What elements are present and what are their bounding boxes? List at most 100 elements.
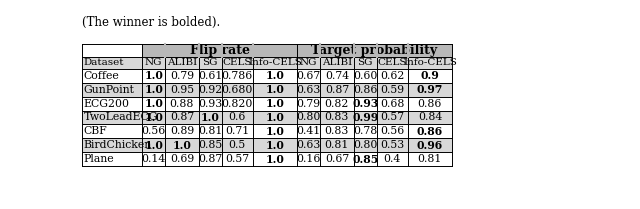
Text: ECG200: ECG200 xyxy=(84,99,130,109)
Text: 1.0: 1.0 xyxy=(144,140,163,151)
Text: 0.78: 0.78 xyxy=(353,126,378,136)
Text: 1.0: 1.0 xyxy=(144,84,163,95)
Text: SG: SG xyxy=(358,58,373,67)
Text: 1.0: 1.0 xyxy=(266,140,284,151)
Text: 1.0: 1.0 xyxy=(266,112,284,123)
Text: 0.83: 0.83 xyxy=(324,126,349,136)
Text: 0.87: 0.87 xyxy=(170,112,194,122)
Text: 0.60: 0.60 xyxy=(353,71,378,81)
Bar xyxy=(81,43,142,57)
Text: TwoLeadECG: TwoLeadECG xyxy=(84,112,158,122)
Text: GunPoint: GunPoint xyxy=(84,85,135,95)
Text: 1.0: 1.0 xyxy=(144,70,163,81)
Text: 0.69: 0.69 xyxy=(170,154,194,164)
Text: Info-CELS: Info-CELS xyxy=(403,58,457,67)
Text: 1.0: 1.0 xyxy=(144,98,163,109)
Text: 1.0: 1.0 xyxy=(266,126,284,137)
Text: 0.71: 0.71 xyxy=(225,126,250,136)
Bar xyxy=(81,124,452,138)
Text: 0.57: 0.57 xyxy=(225,154,250,164)
Text: 0.95: 0.95 xyxy=(170,85,194,95)
Text: CELS: CELS xyxy=(223,58,252,67)
Bar xyxy=(81,83,452,97)
Text: 0.89: 0.89 xyxy=(170,126,194,136)
Text: Info-CELS: Info-CELS xyxy=(248,58,302,67)
Text: CELS: CELS xyxy=(378,58,407,67)
Text: 0.93: 0.93 xyxy=(198,99,222,109)
Bar xyxy=(81,97,452,111)
Text: 0.82: 0.82 xyxy=(324,99,349,109)
Text: 0.92: 0.92 xyxy=(198,85,222,95)
Text: 0.79: 0.79 xyxy=(296,99,321,109)
Text: 0.87: 0.87 xyxy=(324,85,349,95)
Bar xyxy=(81,152,452,166)
Text: NG: NG xyxy=(145,58,163,67)
Text: 0.820: 0.820 xyxy=(221,99,253,109)
Text: 0.61: 0.61 xyxy=(198,71,222,81)
Text: 0.87: 0.87 xyxy=(198,154,222,164)
Text: 0.93: 0.93 xyxy=(352,98,378,109)
Text: 0.81: 0.81 xyxy=(324,140,349,150)
Text: Dataset: Dataset xyxy=(84,58,124,67)
Text: 1.0: 1.0 xyxy=(266,84,284,95)
Text: Plane: Plane xyxy=(84,154,115,164)
Text: 0.67: 0.67 xyxy=(296,71,321,81)
Text: Target probability: Target probability xyxy=(312,44,438,57)
Text: CBF: CBF xyxy=(84,126,108,136)
Text: 1.0: 1.0 xyxy=(266,98,284,109)
Text: 0.57: 0.57 xyxy=(380,112,404,122)
Text: 0.97: 0.97 xyxy=(417,84,443,95)
Text: 0.68: 0.68 xyxy=(380,99,404,109)
Text: 0.81: 0.81 xyxy=(198,126,222,136)
Text: ALIBI: ALIBI xyxy=(322,58,352,67)
Text: 0.86: 0.86 xyxy=(418,99,442,109)
Text: 1.0: 1.0 xyxy=(266,70,284,81)
Text: 0.74: 0.74 xyxy=(325,71,349,81)
Text: 0.96: 0.96 xyxy=(417,140,443,151)
Text: 0.63: 0.63 xyxy=(296,85,321,95)
Bar xyxy=(81,69,452,83)
Text: 0.99: 0.99 xyxy=(352,112,378,123)
Text: 1.0: 1.0 xyxy=(201,112,220,123)
Text: 0.86: 0.86 xyxy=(417,126,443,137)
Text: 0.62: 0.62 xyxy=(380,71,404,81)
Text: 1.0: 1.0 xyxy=(172,140,191,151)
Bar xyxy=(297,43,452,57)
Text: 0.16: 0.16 xyxy=(296,154,321,164)
Text: BirdChicken: BirdChicken xyxy=(84,140,152,150)
Text: 1.0: 1.0 xyxy=(266,154,284,164)
Text: 0.786: 0.786 xyxy=(221,71,253,81)
Text: 0.6: 0.6 xyxy=(228,112,246,122)
Text: 0.59: 0.59 xyxy=(380,85,404,95)
Text: ALIBI: ALIBI xyxy=(167,58,197,67)
Text: 0.85: 0.85 xyxy=(198,140,222,150)
Text: 0.56: 0.56 xyxy=(380,126,404,136)
Text: Flip rate: Flip rate xyxy=(189,44,250,57)
Bar xyxy=(81,57,452,69)
Text: (The winner is bolded).: (The winner is bolded). xyxy=(81,16,220,29)
Text: 1.0: 1.0 xyxy=(144,112,163,123)
Text: SG: SG xyxy=(202,58,218,67)
Text: 0.4: 0.4 xyxy=(384,154,401,164)
Text: 0.83: 0.83 xyxy=(324,112,349,122)
Text: 0.63: 0.63 xyxy=(296,140,321,150)
Text: 0.84: 0.84 xyxy=(418,112,442,122)
Text: Coffee: Coffee xyxy=(84,71,120,81)
Text: 0.80: 0.80 xyxy=(353,140,378,150)
Text: 0.41: 0.41 xyxy=(296,126,321,136)
Text: 0.81: 0.81 xyxy=(418,154,442,164)
Text: 0.5: 0.5 xyxy=(228,140,246,150)
Text: 0.80: 0.80 xyxy=(296,112,321,122)
Bar xyxy=(142,43,297,57)
Text: 0.85: 0.85 xyxy=(352,154,378,164)
Text: 0.86: 0.86 xyxy=(353,85,378,95)
Bar xyxy=(81,111,452,124)
Bar xyxy=(81,138,452,152)
Text: NG: NG xyxy=(300,58,317,67)
Text: 0.88: 0.88 xyxy=(170,99,194,109)
Text: 0.53: 0.53 xyxy=(380,140,404,150)
Text: 0.56: 0.56 xyxy=(141,126,166,136)
Text: 0.79: 0.79 xyxy=(170,71,194,81)
Text: 0.9: 0.9 xyxy=(420,70,439,81)
Text: 0.680: 0.680 xyxy=(221,85,253,95)
